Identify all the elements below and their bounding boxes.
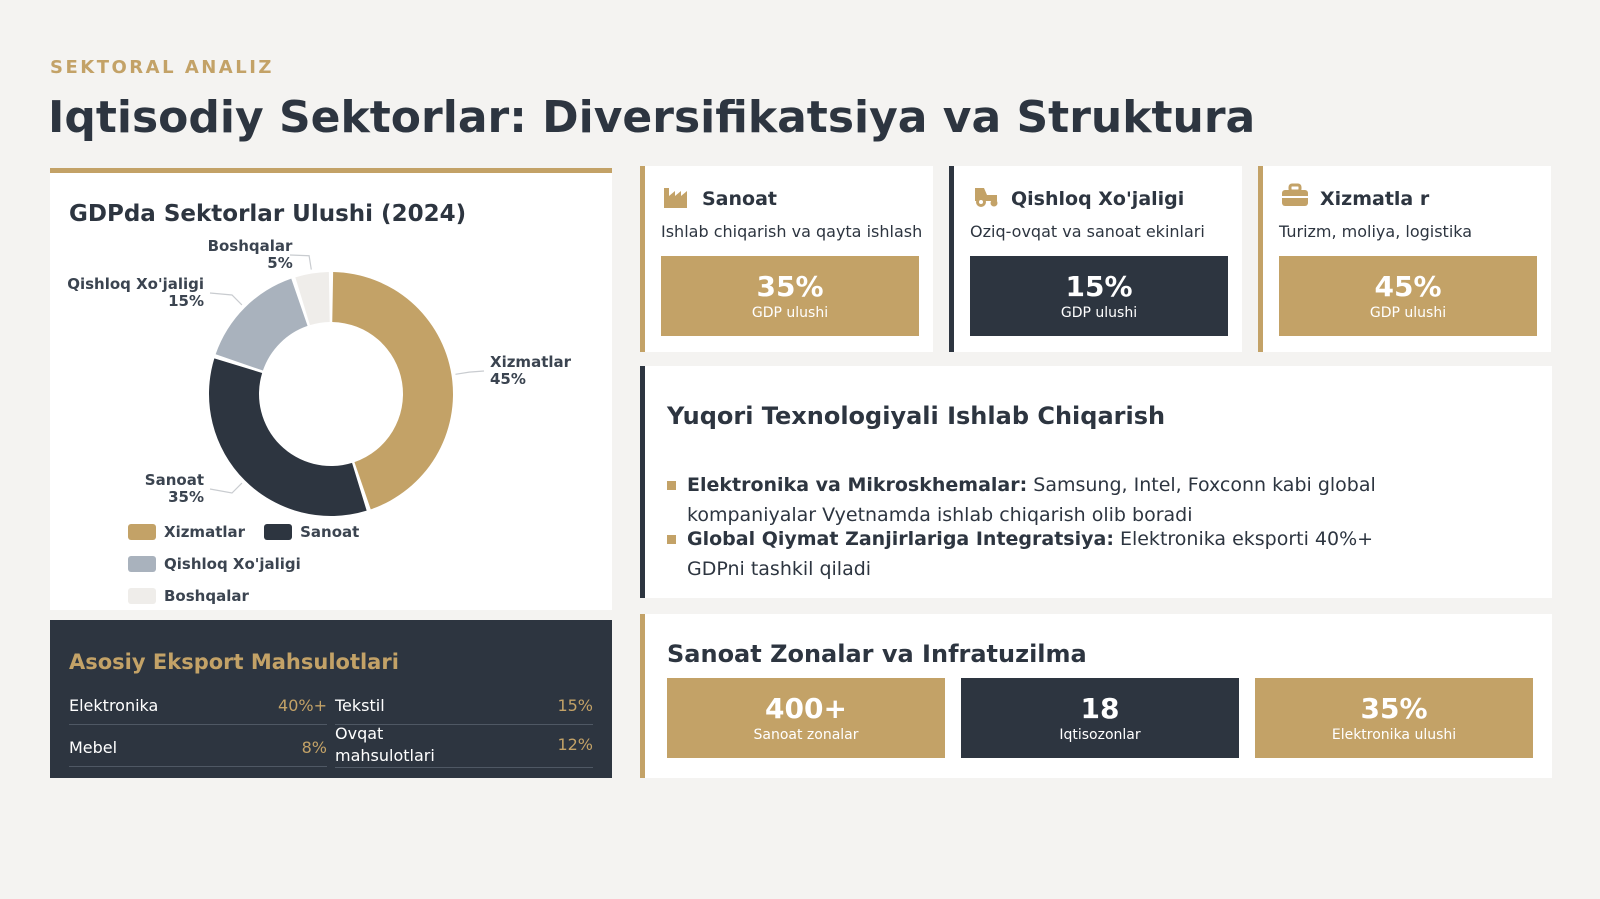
sector-stat: 45% GDP ulushi	[1279, 256, 1537, 336]
export-value: 12%	[557, 734, 593, 754]
export-row: Ovqat mahsulotlari 12%	[335, 722, 593, 768]
legend-label: Qishloq Xo'jaligi	[164, 555, 301, 573]
sector-desc: Oziq-ovqat va sanoat ekinlari	[970, 222, 1205, 241]
export-title: Asosiy Eksport Mahsulotlari	[69, 650, 399, 674]
bullet-heading: Elektronika va Mikroskhemalar:	[687, 474, 1028, 496]
leader-line	[455, 370, 485, 375]
zone-label: Elektronika ulushi	[1331, 727, 1457, 743]
leader-line	[289, 254, 312, 270]
sector-stat: 35% GDP ulushi	[661, 256, 919, 336]
export-value: 8%	[301, 738, 327, 757]
sector-card-qishloq: Qishloq Xo'jaligi Oziq-ovqat va sanoat e…	[949, 166, 1242, 352]
legend-item-qishloq: Qishloq Xo'jaligi	[128, 555, 301, 573]
donut-slice-xizmatlar	[332, 272, 453, 510]
leader-line	[209, 292, 243, 306]
legend-swatch	[264, 524, 293, 540]
sector-desc: Turizm, moliya, logistika	[1279, 222, 1473, 241]
eyebrow-label: SEKTORAL ANALIZ	[50, 57, 274, 78]
export-value: 15%	[557, 696, 593, 715]
export-row: Elektronika 40%+	[69, 687, 327, 725]
sector-stat-label: GDP ulushi	[1369, 305, 1447, 321]
slice-label: Sanoat	[145, 471, 204, 489]
legend-item-xizmatlar: Xizmatlar	[128, 523, 245, 541]
slice-value-label: 35%	[168, 488, 204, 506]
donut-slice-boshqalar	[295, 272, 330, 326]
sector-pct: 35%	[756, 270, 824, 303]
export-row: Tekstil 15%	[335, 687, 593, 725]
zone-stat: 400+ Sanoat zonalar	[667, 678, 945, 758]
slice-label: Xizmatlar	[490, 353, 572, 371]
sector-pct: 15%	[1065, 270, 1133, 303]
factory-icon	[664, 188, 687, 208]
tech-bullet: Global Qiymat Zanjirlariga Integratsiya:…	[667, 524, 1407, 584]
briefcase-icon	[1282, 183, 1308, 206]
chart-title: GDPda Sektorlar Ulushi (2024)	[69, 201, 467, 227]
donut-slice-sanoat	[209, 358, 367, 516]
zone-stat: 18 Iqtisozonlar	[961, 678, 1239, 758]
legend-label: Xizmatlar	[164, 523, 246, 541]
gdp-chart-card: GDPda Sektorlar Ulushi (2024) Xizmatlar 4…	[50, 168, 612, 610]
slice-value-label: 45%	[490, 370, 526, 388]
legend-label: Sanoat	[300, 523, 360, 541]
tech-title: Yuqori Texnologiyali Ishlab Chiqarish	[667, 402, 1166, 430]
legend-swatch	[128, 588, 156, 604]
donut-slice-qishloq-xo-jaligi	[215, 278, 308, 371]
legend-item-sanoat: Sanoat	[264, 523, 359, 541]
sector-desc: Ishlab chiqarish va qayta ishlash	[661, 222, 923, 241]
sector-card-sanoat: Sanoat Ishlab chiqarish va qayta ishlash…	[640, 166, 933, 352]
high-tech-card: Yuqori Texnologiyali Ishlab Chiqarish El…	[640, 366, 1552, 598]
slice-value-label: 15%	[168, 292, 204, 310]
legend-label: Boshqalar	[164, 587, 249, 605]
slice-label: Qishloq Xo'jaligi	[67, 275, 204, 293]
chart-legend: Xizmatlar Sanoat Qishloq Xo'jaligi Boshq…	[128, 523, 558, 619]
zone-value: 35%	[1360, 692, 1428, 725]
zone-label: Sanoat zonalar	[753, 727, 859, 743]
leader-line	[209, 482, 243, 494]
legend-swatch	[128, 524, 156, 540]
export-name: Ovqat mahsulotlari	[335, 723, 435, 765]
slice-value-label: 5%	[267, 254, 292, 272]
sector-name: Xizmatla r	[1320, 188, 1430, 210]
sector-name: Qishloq Xo'jaligi	[1011, 188, 1185, 210]
legend-item-boshqalar: Boshqalar	[128, 587, 249, 605]
sector-pct: 45%	[1374, 270, 1442, 303]
sector-name: Sanoat	[702, 188, 777, 210]
zone-value: 18	[1080, 692, 1120, 725]
bullet-text: Elektronika eksporti 40%+ GDPni tashkil …	[687, 528, 1374, 580]
bullet-text: Samsung, Intel, Foxconn kabi global komp…	[687, 474, 1376, 526]
export-value: 40%+	[278, 696, 327, 715]
legend-swatch	[128, 556, 156, 572]
export-name: Mebel	[69, 738, 118, 757]
zone-label: Iqtisozonlar	[1059, 727, 1141, 743]
export-name: Tekstil	[335, 696, 385, 715]
sector-card-xizmatlar: Xizmatla r Turizm, moliya, logistika 45%…	[1258, 166, 1551, 352]
zone-value: 400+	[765, 692, 847, 725]
tractor-icon	[975, 188, 998, 207]
slice-label: Boshqalar	[208, 237, 293, 255]
bullet-marker	[667, 535, 676, 544]
zones-title: Sanoat Zonalar va Infratuzilma	[667, 640, 1087, 668]
export-card: Asosiy Eksport Mahsulotlari Elektronika …	[50, 620, 612, 778]
export-row: Mebel 8%	[69, 729, 327, 767]
bullet-heading: Global Qiymat Zanjirlariga Integratsiya:	[687, 528, 1114, 550]
industrial-zones-card: Sanoat Zonalar va Infratuzilma 400+ Sano…	[640, 614, 1552, 778]
sector-stat-label: GDP ulushi	[751, 305, 829, 321]
sector-stat: 15% GDP ulushi	[970, 256, 1228, 336]
export-name: Elektronika	[69, 696, 159, 715]
zone-stat: 35% Elektronika ulushi	[1255, 678, 1533, 758]
sector-stat-label: GDP ulushi	[1060, 305, 1138, 321]
page-title: Iqtisodiy Sektorlar: Diversifikatsiya va…	[48, 92, 1256, 143]
tech-bullet: Elektronika va Mikroskhemalar: Samsung, …	[667, 470, 1487, 530]
bullet-marker	[667, 481, 676, 490]
